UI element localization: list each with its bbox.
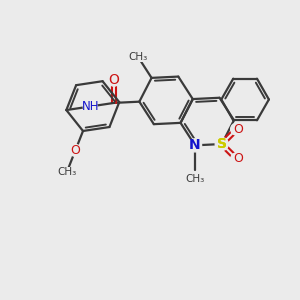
Circle shape — [231, 123, 243, 135]
Circle shape — [188, 139, 202, 152]
Text: CH₃: CH₃ — [129, 52, 148, 62]
Text: S: S — [217, 137, 227, 151]
Text: O: O — [70, 144, 80, 157]
Text: N: N — [189, 138, 201, 152]
Circle shape — [215, 137, 228, 151]
Text: NH: NH — [81, 100, 99, 113]
Circle shape — [83, 100, 97, 113]
Text: S: S — [217, 137, 227, 151]
Text: O: O — [233, 152, 243, 165]
Text: O: O — [233, 123, 243, 136]
Circle shape — [231, 153, 243, 165]
Circle shape — [69, 145, 81, 156]
Text: CH₃: CH₃ — [57, 167, 76, 177]
Text: CH₃: CH₃ — [185, 174, 205, 184]
Circle shape — [108, 74, 120, 86]
Text: O: O — [109, 73, 119, 87]
